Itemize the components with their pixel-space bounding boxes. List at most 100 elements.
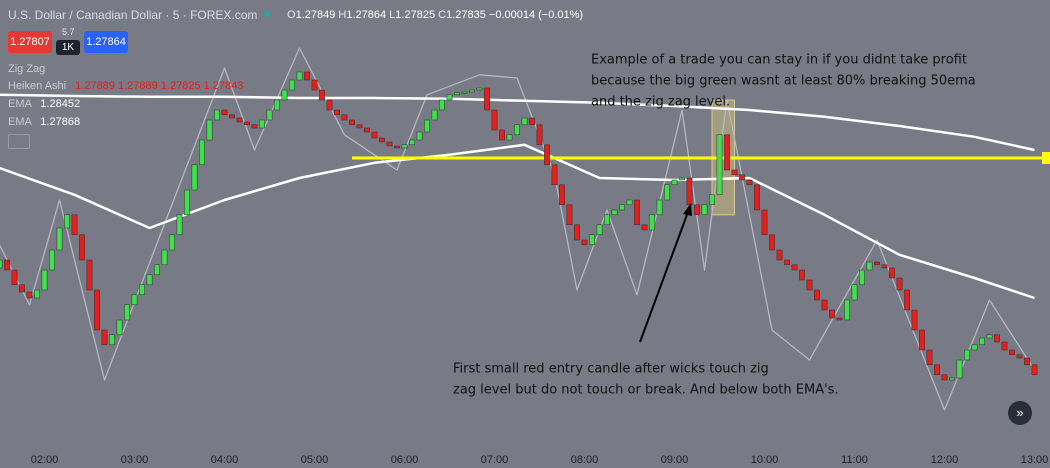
candle-body xyxy=(379,137,385,143)
candle-body xyxy=(566,204,573,226)
candle-body xyxy=(844,299,850,321)
ohlc-label: H xyxy=(338,9,347,21)
legend-name: EMA xyxy=(8,116,32,128)
scroll-button[interactable]: » xyxy=(1008,401,1032,425)
candle-body xyxy=(304,71,310,81)
candle-body xyxy=(724,134,730,171)
buy-button[interactable]: 1.27864 xyxy=(84,31,128,53)
candle-body xyxy=(311,79,318,91)
candle-body xyxy=(559,184,565,206)
candle-body xyxy=(829,309,835,319)
indicator-legend: EMA 1.27868 xyxy=(8,116,80,128)
candle-body xyxy=(671,179,678,186)
candle-body xyxy=(596,224,603,236)
candle-body xyxy=(986,334,993,339)
symbol-title: U.S. Dollar / Canadian Dollar · 5 · FORE… xyxy=(8,8,258,22)
candle-body xyxy=(506,134,513,141)
x-tick-label: 05:00 xyxy=(301,454,329,466)
candle-body xyxy=(761,209,768,236)
candle-body xyxy=(19,284,25,293)
indicator-legend: Heiken Ashi 1.27889 1.27889 1.27825 1.27… xyxy=(8,80,243,92)
candle-body xyxy=(979,337,985,346)
candle-body xyxy=(551,164,558,186)
x-tick-label: 04:00 xyxy=(211,454,239,466)
candle-body xyxy=(79,234,85,261)
annotation: Example of a trade you can stay in if yo… xyxy=(591,53,967,68)
candle-body xyxy=(754,184,760,211)
candle-body xyxy=(686,177,693,206)
legend-name: Heiken Ashi xyxy=(8,80,67,92)
candle-body xyxy=(281,89,288,101)
x-tick-label: 06:00 xyxy=(391,454,419,466)
candle-body xyxy=(124,304,130,321)
size-button[interactable]: 1K xyxy=(56,40,80,55)
ohlc-label: C xyxy=(438,9,447,21)
candle-body xyxy=(814,289,820,301)
candle-body xyxy=(971,344,978,351)
indicator-line xyxy=(0,47,1036,411)
candle-body xyxy=(199,139,205,166)
candle-body xyxy=(949,377,955,381)
ohlc-row: O1.27849 H1.27864 L1.27825 C1.27835 −0.0… xyxy=(287,9,583,21)
candle-body xyxy=(94,289,100,331)
candle-body xyxy=(701,204,708,216)
x-tick-label: 10:00 xyxy=(751,454,779,466)
candle-body xyxy=(341,114,348,121)
candle-body xyxy=(874,261,880,266)
arrow xyxy=(639,211,689,343)
candle-body xyxy=(4,259,10,271)
candle-body xyxy=(56,227,63,251)
candle-body xyxy=(626,199,633,206)
candle-body xyxy=(859,269,865,286)
candle-body xyxy=(326,99,333,111)
candle-body xyxy=(416,131,423,141)
candle-body xyxy=(514,124,520,136)
candle-body xyxy=(904,289,910,311)
candle-body xyxy=(694,204,700,216)
candle-body xyxy=(521,117,528,126)
candle-body xyxy=(1001,341,1008,351)
x-tick-label: 03:00 xyxy=(121,454,149,466)
candle-body xyxy=(26,291,33,299)
candle-body xyxy=(536,124,543,146)
candle-body xyxy=(994,334,1000,343)
candle-body xyxy=(86,259,93,291)
candle-body xyxy=(221,109,228,116)
candle-body xyxy=(71,214,78,236)
candle-body xyxy=(461,91,468,94)
candle-body xyxy=(889,267,895,279)
candle-body xyxy=(454,92,460,96)
indicator-legend: Zig Zag xyxy=(8,63,46,75)
indicator-legend: EMA 1.28452 xyxy=(8,98,80,110)
ohlc-label: O xyxy=(287,9,296,21)
candle-body xyxy=(386,141,393,147)
candle-body xyxy=(679,177,685,181)
sell-button[interactable]: 1.27807 xyxy=(8,31,52,53)
candle-body xyxy=(964,349,970,361)
candle-body xyxy=(649,214,655,231)
collapse-button[interactable] xyxy=(8,134,30,149)
candle-body xyxy=(394,145,400,149)
candle-body xyxy=(356,124,363,129)
candle-body xyxy=(274,99,280,111)
candle-body xyxy=(731,169,738,176)
candle-body xyxy=(439,99,445,111)
candle-body xyxy=(154,264,160,276)
ohlc-value: 1.27864 xyxy=(346,9,387,21)
candle-body xyxy=(866,261,873,271)
candle-body xyxy=(101,329,108,346)
ohlc-value: 1.27825 xyxy=(395,9,436,21)
candle-body xyxy=(176,214,183,236)
candle-body xyxy=(146,274,153,286)
candle-body xyxy=(319,89,325,101)
ohlc-value: 1.27849 xyxy=(295,9,336,21)
candle-body xyxy=(41,269,48,291)
candle-body xyxy=(664,184,670,201)
x-tick-label: 07:00 xyxy=(481,454,509,466)
change: −0.00014 (−0.01%) xyxy=(488,9,584,21)
x-tick-label: 08:00 xyxy=(571,454,599,466)
candle-body xyxy=(64,214,70,229)
candle-body xyxy=(484,87,490,111)
indicator-line xyxy=(0,143,1035,300)
